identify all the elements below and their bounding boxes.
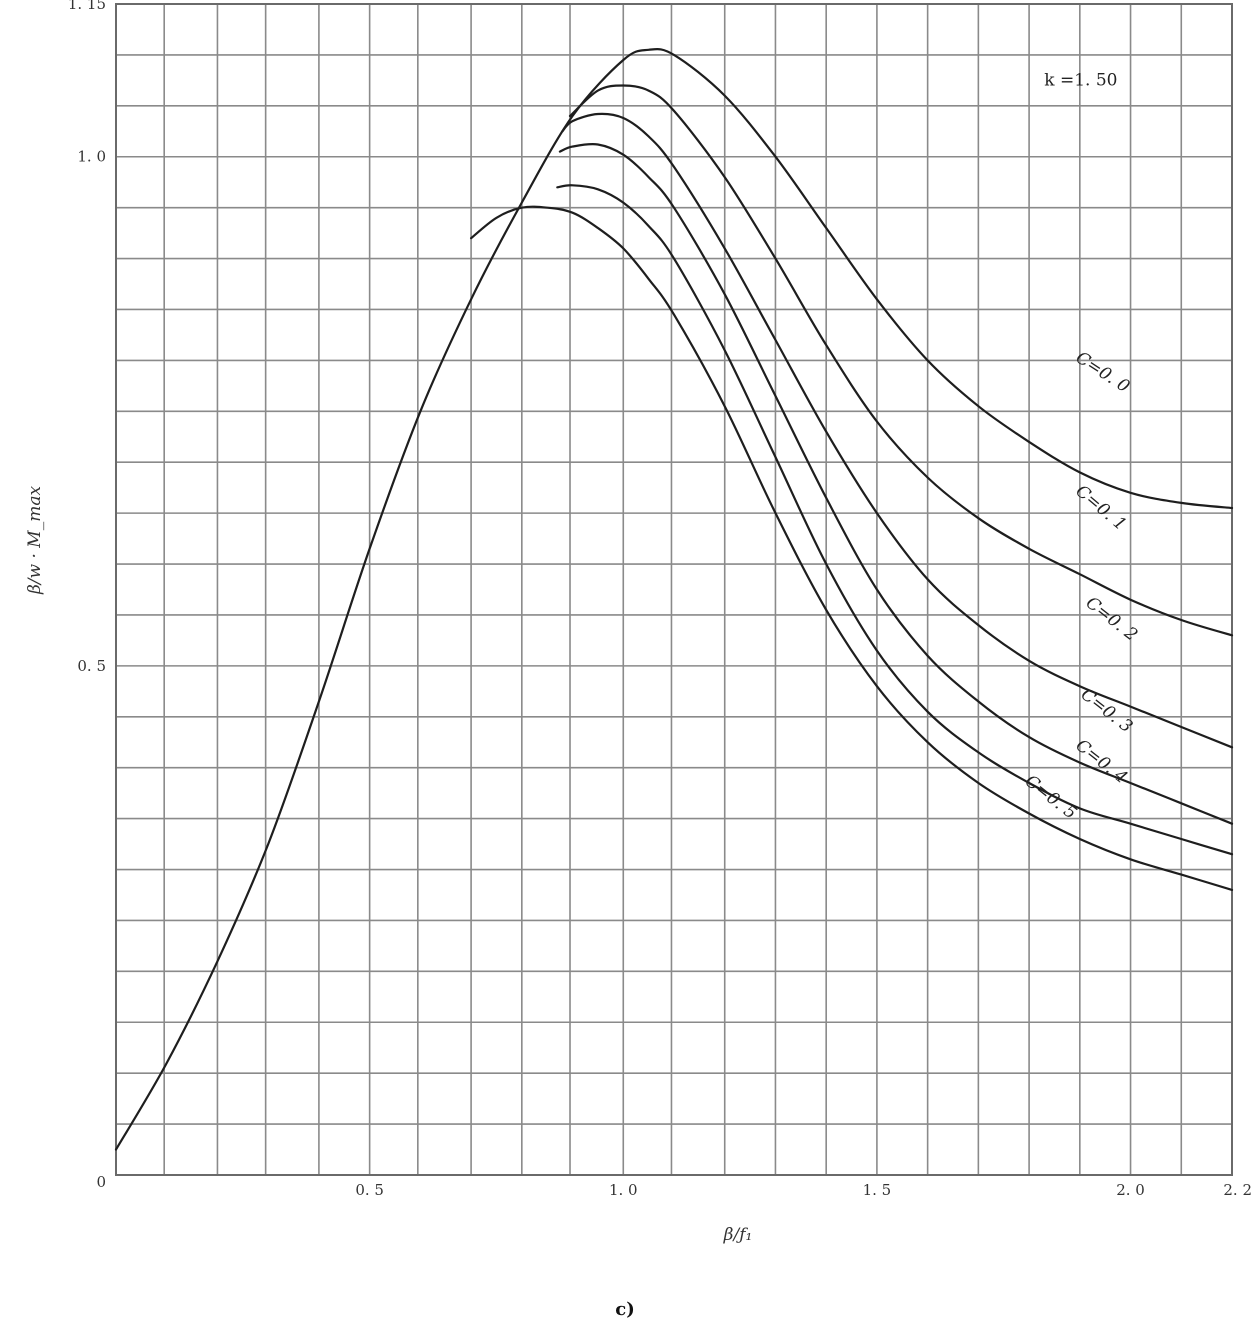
series-line-2 bbox=[561, 112, 1234, 749]
x-tick-label: 2. 2 bbox=[1223, 1181, 1252, 1199]
plot-frame bbox=[115, 3, 1233, 1176]
series-label-3: C=0. 3 bbox=[1077, 685, 1136, 738]
x-tick-label: 2. 0 bbox=[1116, 1181, 1145, 1199]
tick-labels: 0 0. 5 1. 0 1. 15 0. 5 1. 0 1. 5 2. 0 2. 2 bbox=[68, 0, 1252, 1199]
annotations: k =1. 50 bbox=[1044, 70, 1117, 90]
x-tick-label: 0. 5 bbox=[355, 1181, 384, 1199]
y-tick-label: 0 bbox=[96, 1173, 106, 1191]
y-axis-label: β/w · M_max bbox=[25, 486, 45, 595]
curves bbox=[114, 47, 1234, 1151]
y-tick-label: 1. 15 bbox=[68, 0, 106, 13]
y-tick-label: 0. 5 bbox=[77, 657, 106, 675]
curve-labels: C=0. 0C=0. 1C=0. 2C=0. 3C=0. 4C=0. 5 bbox=[1021, 348, 1141, 824]
series-line-4 bbox=[556, 184, 1234, 856]
figure-caption: c) bbox=[615, 1299, 634, 1320]
series-line-5 bbox=[470, 205, 1234, 891]
series-line-1 bbox=[568, 84, 1234, 637]
y-tick-label: 1. 0 bbox=[77, 148, 106, 166]
grid bbox=[116, 3, 1233, 1175]
annotation-label: k =1. 50 bbox=[1044, 70, 1117, 90]
series-line-3 bbox=[558, 143, 1234, 825]
x-tick-label: 1. 0 bbox=[609, 1181, 638, 1199]
series-line-0 bbox=[114, 47, 1234, 1151]
x-tick-label: 1. 5 bbox=[863, 1181, 892, 1199]
series-label-0: C=0. 0 bbox=[1072, 348, 1133, 397]
x-axis-label: β/ƒ₁ bbox=[723, 1225, 753, 1245]
